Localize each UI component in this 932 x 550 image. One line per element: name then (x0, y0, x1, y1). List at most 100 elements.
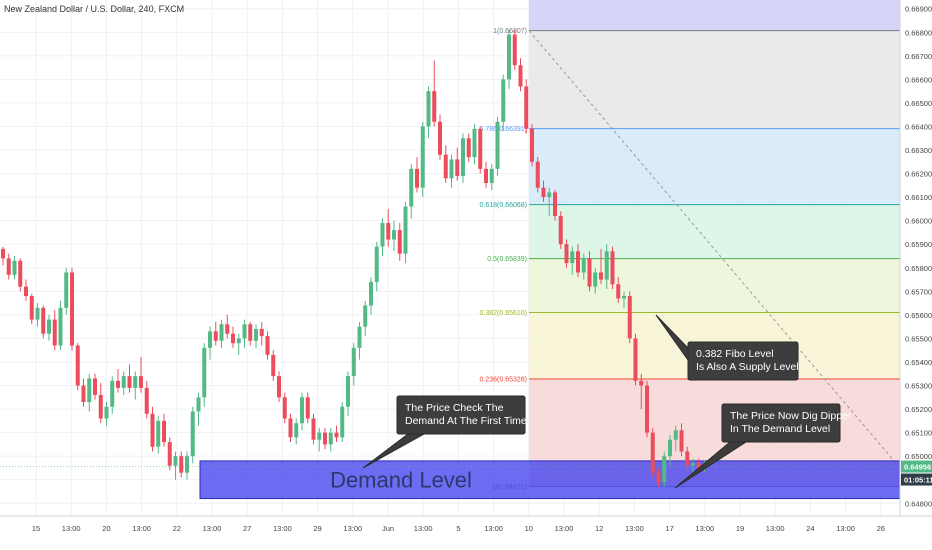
callout-text-line: The Price Now Dig Dipper (730, 410, 852, 422)
candle-body (443, 154, 448, 179)
candle-body (58, 307, 63, 346)
candle-down (558, 211, 563, 249)
candle-up (202, 343, 207, 407)
callout-box (396, 395, 526, 435)
candle-up (691, 458, 695, 473)
price-tick-label: 0.66300 (905, 146, 932, 155)
demand-zone-rectangle[interactable] (199, 460, 901, 500)
candle-body (282, 397, 287, 419)
candle-body (530, 128, 534, 162)
candle-down (139, 357, 143, 393)
callout-box (687, 341, 799, 381)
candle-body (139, 376, 143, 388)
candle-up (317, 427, 322, 452)
time-tick-label: 13:00 (695, 524, 714, 533)
candle-up (369, 277, 373, 315)
candle-body (190, 411, 195, 457)
candle-body (633, 338, 638, 381)
candle-down (443, 145, 448, 183)
candle-body (127, 376, 132, 388)
candle-down (24, 279, 28, 301)
countdown-tag (901, 473, 932, 486)
candle-body (271, 354, 276, 377)
candle-body (305, 397, 310, 419)
candle-down (259, 321, 264, 346)
price-tick-label: 0.66100 (905, 193, 932, 202)
candle-up (294, 418, 299, 445)
time-tick-label: 13:00 (414, 524, 433, 533)
candle-body (403, 206, 408, 254)
time-axis[interactable] (0, 515, 932, 550)
time-tick-label: 26 (877, 524, 885, 533)
candle-body (518, 65, 523, 87)
price-axis[interactable] (899, 0, 932, 516)
candle-body (70, 272, 74, 346)
fib-band[interactable] (529, 128, 900, 205)
fib-band[interactable] (529, 30, 900, 129)
candle-down (1, 246, 5, 266)
candle-body (311, 418, 316, 440)
candle-body (432, 91, 437, 122)
candle-body (6, 258, 11, 275)
time-axis-ticks: 15 13:00 20 13:00 22 13:00 27 13:00 29 13:00 Jun 13… (32, 524, 885, 533)
candle-up (236, 333, 241, 355)
candle-up (403, 201, 408, 264)
candle-body (593, 272, 598, 287)
candle-body (466, 138, 471, 158)
candle-up (489, 164, 494, 191)
candle-up (604, 244, 609, 289)
candle-down (144, 380, 149, 419)
fib-band[interactable] (529, 204, 900, 259)
fib-retracement-bands[interactable] (529, 0, 900, 487)
candle-body (179, 456, 184, 473)
candle-body (576, 251, 580, 273)
candle-up (219, 319, 224, 348)
price-tick-label: 0.65500 (905, 334, 932, 343)
candle-body (420, 126, 425, 188)
candle-body (156, 420, 161, 447)
candle-body (81, 385, 86, 403)
candle-down (599, 248, 603, 285)
candle-up (593, 267, 598, 294)
candle-body (512, 34, 517, 66)
candle-up (133, 371, 138, 400)
candle-down (633, 333, 638, 386)
bar-countdown-value: 01:05:11 (904, 476, 932, 485)
time-tick-label: 15 (32, 524, 40, 533)
candle-up (673, 425, 678, 452)
candle-down (18, 258, 23, 292)
candle-up (173, 451, 178, 480)
fib-level-label: 1(0.66807) (493, 28, 527, 35)
candle-body (196, 397, 201, 412)
price-tick-label: 0.65400 (905, 358, 932, 367)
candle-down (70, 267, 74, 351)
candle-body (656, 472, 661, 483)
candlestick-series (1, 29, 707, 487)
time-tick-label: 13:00 (836, 524, 855, 533)
candle-down (535, 157, 540, 193)
candle-body (150, 413, 155, 447)
price-tick-label: 0.65800 (905, 264, 932, 273)
candle-up (300, 392, 304, 431)
time-tick-label: Jun (382, 524, 394, 533)
candle-down (466, 133, 471, 162)
candle-down (162, 413, 166, 447)
candle-up (374, 241, 379, 292)
candle-body (346, 376, 350, 407)
candle-body (627, 296, 632, 339)
time-tick-label: 24 (806, 524, 814, 533)
candle-up (64, 267, 69, 315)
candle-down (334, 425, 339, 443)
candle-down (271, 350, 276, 381)
fib-band-extension[interactable] (529, 0, 900, 31)
candle-body (254, 329, 258, 341)
candle-body (208, 331, 212, 348)
candle-up (547, 187, 552, 216)
candle-up (380, 218, 385, 256)
time-tick-label: 13:00 (273, 524, 292, 533)
